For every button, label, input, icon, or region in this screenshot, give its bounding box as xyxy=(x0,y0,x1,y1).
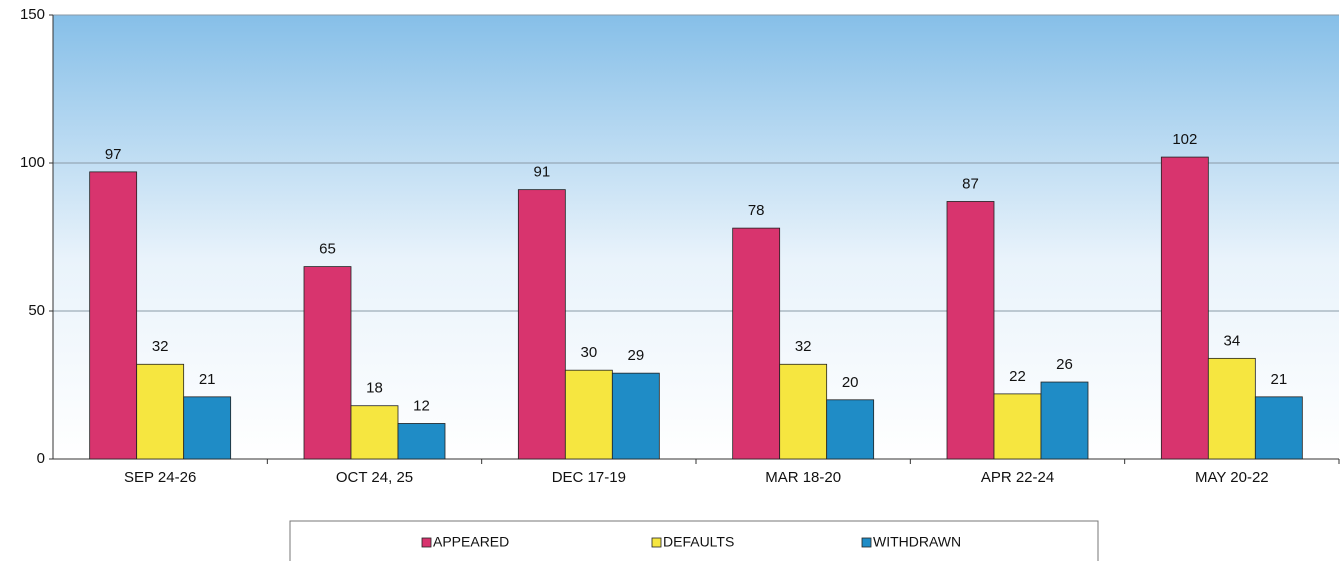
data-label: 78 xyxy=(748,202,765,219)
x-tick-label: MAY 20-22 xyxy=(1195,469,1269,486)
x-tick-label: SEP 24-26 xyxy=(124,469,196,486)
data-label: 18 xyxy=(366,380,383,397)
plot-background xyxy=(53,15,1339,459)
data-label: 29 xyxy=(627,347,644,364)
x-tick-label: APR 22-24 xyxy=(981,469,1054,486)
data-label: 30 xyxy=(580,344,597,361)
legend-swatch xyxy=(421,537,432,548)
bar xyxy=(1254,396,1303,460)
data-label: 21 xyxy=(1270,371,1287,388)
bar xyxy=(397,423,446,460)
data-label: 32 xyxy=(152,338,169,355)
data-label: 26 xyxy=(1056,356,1073,373)
data-label: 91 xyxy=(533,164,550,181)
bar xyxy=(303,266,352,460)
y-tick-label: 0 xyxy=(37,450,45,467)
bar xyxy=(993,393,1042,460)
x-tick-label: DEC 17-19 xyxy=(552,469,626,486)
y-tick-label: 50 xyxy=(28,302,45,319)
y-tick-label: 150 xyxy=(20,6,45,23)
bar xyxy=(1207,357,1256,460)
data-label: 20 xyxy=(842,374,859,391)
data-label: 102 xyxy=(1172,131,1197,148)
bar xyxy=(564,369,613,460)
bar xyxy=(136,363,185,460)
bar xyxy=(826,399,875,460)
data-label: 65 xyxy=(319,241,336,258)
data-label: 97 xyxy=(105,146,122,163)
bar xyxy=(350,405,399,460)
data-label: 32 xyxy=(795,338,812,355)
bar xyxy=(611,372,660,460)
data-label: 12 xyxy=(413,397,430,414)
data-label: 21 xyxy=(199,371,216,388)
y-tick-label: 100 xyxy=(20,154,45,171)
legend-label: DEFAULTS xyxy=(663,534,734,550)
legend-label: WITHDRAWN xyxy=(873,534,961,550)
legend-label: APPEARED xyxy=(433,534,509,550)
bar xyxy=(779,363,828,460)
x-tick-label: MAR 18-20 xyxy=(765,469,841,486)
bar xyxy=(1160,156,1209,460)
bar xyxy=(946,201,995,460)
bar xyxy=(89,171,138,460)
bar xyxy=(1040,381,1089,460)
bar xyxy=(732,227,781,460)
bar xyxy=(517,189,566,460)
data-label: 22 xyxy=(1009,368,1026,385)
data-label: 34 xyxy=(1223,332,1240,349)
legend-swatch xyxy=(651,537,662,548)
bar xyxy=(183,396,232,460)
legend-swatch xyxy=(861,537,872,548)
data-label: 87 xyxy=(962,175,979,192)
x-tick-label: OCT 24, 25 xyxy=(336,469,413,486)
